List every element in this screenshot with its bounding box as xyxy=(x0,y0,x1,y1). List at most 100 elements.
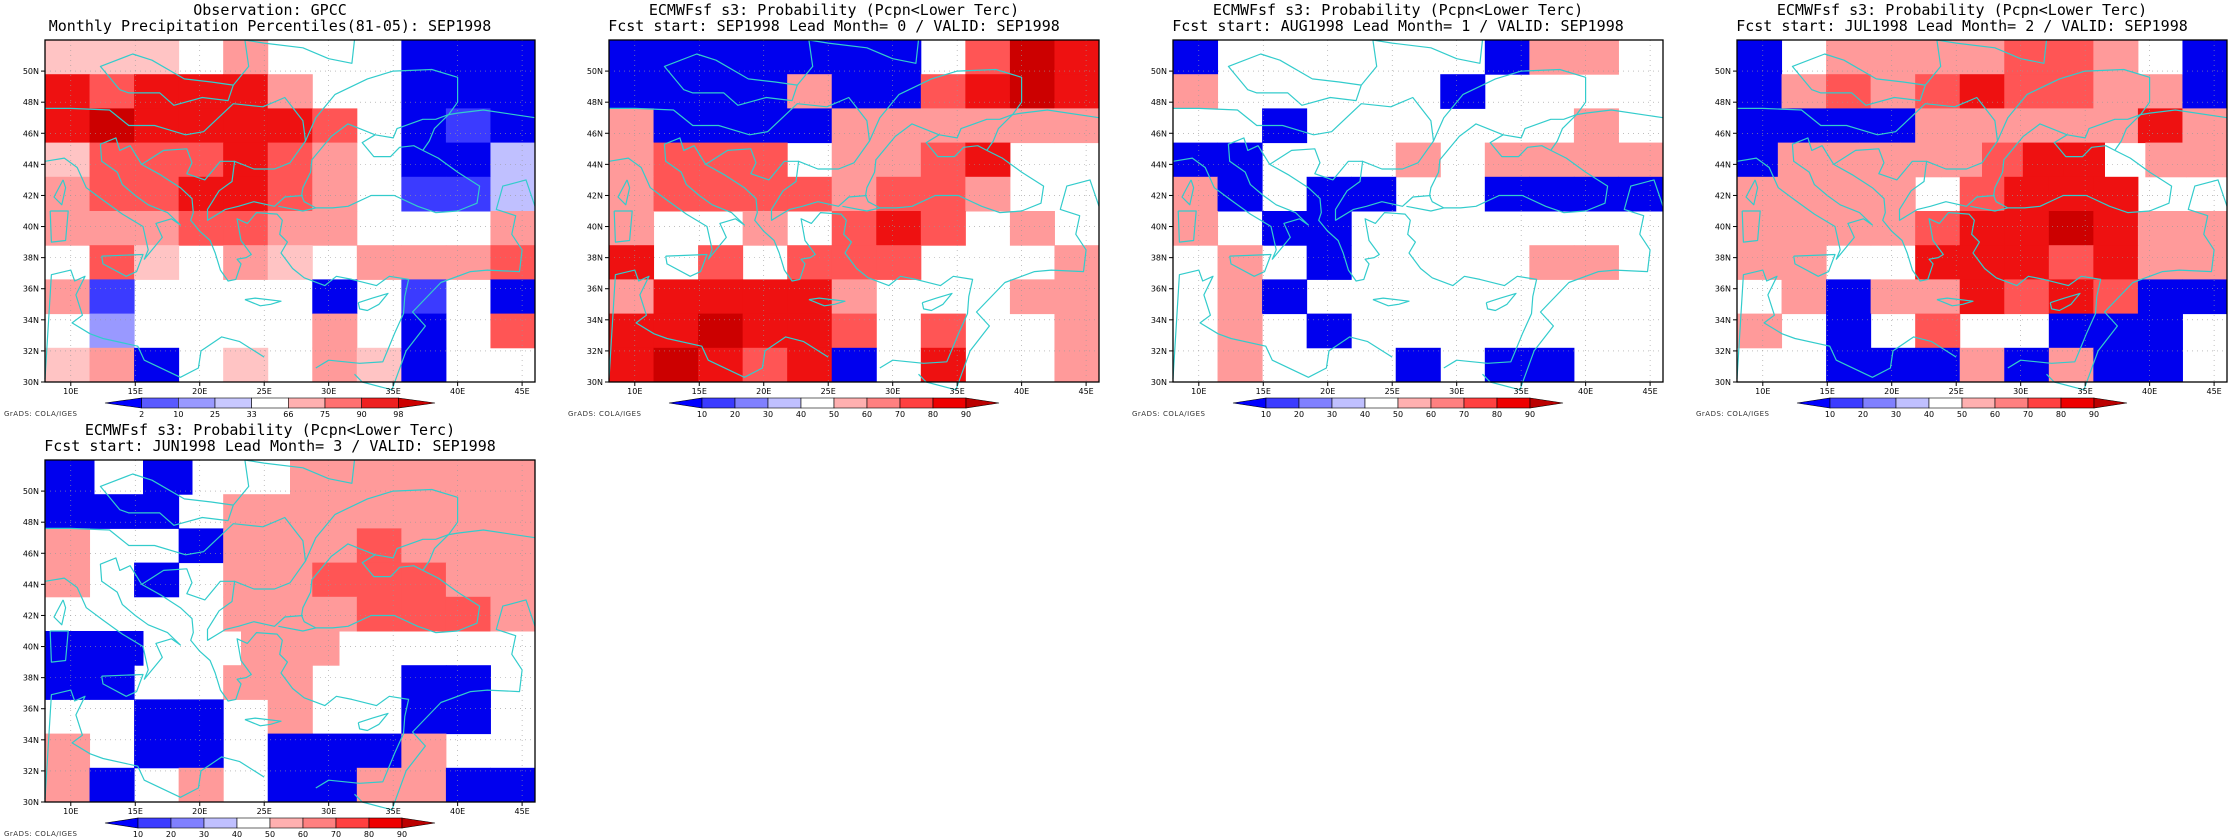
lon-tick-label: 25E xyxy=(1949,387,1964,396)
grid-cell xyxy=(2093,176,2139,212)
grid-cell xyxy=(356,562,402,598)
lat-tick-label: 34N xyxy=(23,736,39,745)
colorbar-label: 20 xyxy=(1294,410,1304,419)
grid-cell xyxy=(445,767,491,803)
grid-cell xyxy=(267,142,313,178)
map-frame xyxy=(1172,39,1664,383)
panel-subtitle: Fcst start: JUL1998 Lead Month= 2 / VALI… xyxy=(1736,17,2188,35)
colorbar-cell xyxy=(1265,397,1300,409)
coastline xyxy=(1406,123,1609,214)
lon-tick-label: 40E xyxy=(450,387,465,396)
colorbar-cell xyxy=(1796,397,1831,409)
grid-cell xyxy=(1009,40,1055,75)
coastline xyxy=(1181,179,1195,206)
colorbar-label: 80 xyxy=(1492,410,1502,419)
coastline xyxy=(45,96,307,221)
grid-cell xyxy=(831,245,877,280)
colorbar-label: 10 xyxy=(697,410,707,419)
coastline xyxy=(608,137,974,369)
coastline xyxy=(1970,123,2173,214)
grid-cell xyxy=(178,211,224,246)
grid-cell xyxy=(1573,142,1619,178)
grid-cell xyxy=(876,40,922,75)
lon-tick-label: 15E xyxy=(1256,387,1271,396)
grid-cell xyxy=(920,74,966,109)
colorbar-label: 30 xyxy=(199,830,209,839)
lon-tick-label: 25E xyxy=(257,807,272,816)
grid-cell xyxy=(831,211,877,246)
grid-cell xyxy=(490,176,536,212)
grid-cell xyxy=(312,347,358,383)
grid-cell xyxy=(831,279,877,315)
lat-tick-label: 50N xyxy=(1151,67,1167,76)
colorbar-cell xyxy=(288,397,326,409)
grid-cell xyxy=(2022,142,2065,178)
colorbar-label: 50 xyxy=(829,410,839,419)
coastline xyxy=(244,459,356,484)
colorbar-cell xyxy=(1961,397,1996,409)
colorbar-label: 40 xyxy=(1924,410,1934,419)
colorbar-cell xyxy=(932,397,967,409)
grid-cell xyxy=(2182,279,2228,315)
colorbar-cell xyxy=(1298,397,1333,409)
coastline xyxy=(448,529,536,539)
grid-cell xyxy=(89,313,135,349)
coastline xyxy=(1502,113,1578,151)
grid-cell xyxy=(223,596,269,632)
grid-cell xyxy=(490,596,536,632)
grid-cell xyxy=(1737,176,1783,212)
coastline xyxy=(2046,179,2228,391)
colorbar-label: 90 xyxy=(1525,410,1535,419)
grid-cell xyxy=(1781,74,1827,109)
lat-tick-label: 46N xyxy=(23,129,39,138)
grid-cell xyxy=(312,142,358,178)
panel-subtitle: Fcst start: JUN1998 Lead Month= 3 / VALI… xyxy=(44,437,496,455)
grid-cell xyxy=(89,108,135,144)
grid-cell xyxy=(178,142,224,178)
grid-cell xyxy=(2093,313,2139,349)
grid-cell xyxy=(1054,74,1100,109)
grid-cell xyxy=(134,211,180,246)
colorbar-cell xyxy=(302,817,337,829)
grid-cell xyxy=(401,347,447,383)
lat-tick-label: 30N xyxy=(587,378,603,387)
coastline xyxy=(1269,148,1363,181)
lat-tick-label: 46N xyxy=(23,549,39,558)
colorbar-cell xyxy=(104,817,139,829)
grid-cell xyxy=(267,699,313,735)
panel-title: ECMWFsf s3: Probability (Pcpn<Lower Terc… xyxy=(1212,1,1584,19)
coastline xyxy=(808,297,846,307)
grid-cell xyxy=(267,562,313,598)
coastline xyxy=(44,269,265,379)
grid-cell xyxy=(223,211,269,246)
coastline xyxy=(44,137,410,369)
lat-tick-label: 50N xyxy=(23,487,39,496)
coastline xyxy=(1745,179,1759,206)
grid-cell xyxy=(401,40,447,75)
precip-grid xyxy=(45,40,536,383)
grid-cell xyxy=(1959,40,2005,75)
coastline xyxy=(99,39,250,106)
grid-cell xyxy=(742,313,788,349)
grid-cell xyxy=(134,245,180,280)
colorbar-label: 60 xyxy=(862,410,872,419)
lat-tick-label: 36N xyxy=(23,705,39,714)
grid-cell xyxy=(1915,74,1961,109)
coastline xyxy=(49,210,69,243)
grid-cell xyxy=(267,211,313,246)
lon-tick-label: 15E xyxy=(128,807,143,816)
coastline xyxy=(1576,109,1664,119)
grid-cell xyxy=(267,74,313,109)
grid-cell xyxy=(134,562,180,598)
panel-subtitle: Monthly Precipitation Percentiles(81-05)… xyxy=(48,17,492,35)
grid-cell xyxy=(1306,211,1352,246)
coastline xyxy=(665,253,708,277)
grid-cell xyxy=(2182,74,2228,109)
coastline xyxy=(938,113,1014,151)
grid-cell xyxy=(1737,40,1783,75)
grid-cell xyxy=(312,733,358,769)
lat-tick-label: 46N xyxy=(1151,129,1167,138)
lon-tick-label: 10E xyxy=(627,387,642,396)
grid-cell xyxy=(178,176,224,212)
coastline xyxy=(354,179,536,391)
